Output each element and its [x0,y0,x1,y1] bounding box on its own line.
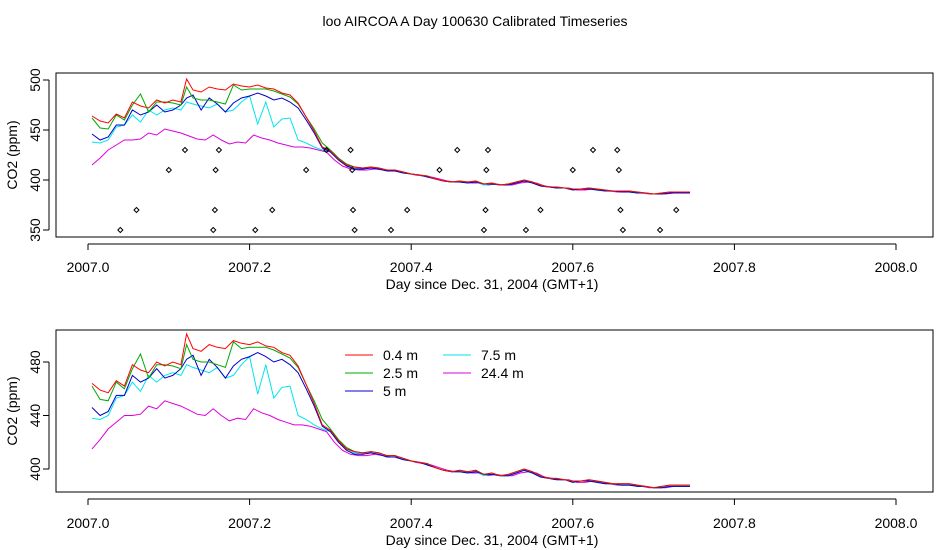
diamond-marker [165,166,173,174]
legend-label: 7.5 m [481,347,516,363]
diamond-marker [436,166,443,174]
diamond-marker [347,146,354,154]
y-tick-label: 350 [27,218,43,242]
series-group [91,332,690,489]
x-tick-label: 2008.0 [875,515,918,531]
series-line-24-4-m [91,128,690,195]
legend-label: 24.4 m [481,365,524,381]
x-tick-label: 2007.4 [390,259,433,275]
series-line-0-4-m [91,332,690,489]
series-line-5-m [91,92,690,195]
chart-title: loo AIRCOA A Day 100630 Calibrated Times… [322,13,627,29]
diamond-marker [212,166,219,174]
diamond-marker [181,146,189,154]
diamond-marker [522,226,530,234]
series-group [91,77,690,234]
diamond-marker [537,206,544,214]
y-tick-label: 400 [27,457,43,481]
x-tick-label: 2007.0 [67,259,110,275]
diamond-marker [351,226,358,234]
diamond-marker [323,146,330,154]
x-tick-label: 2007.6 [551,259,594,275]
x-tick-label: 2007.2 [228,515,271,531]
diamond-marker [482,206,489,214]
series-line-7-5-m [91,95,690,195]
diamond-marker [656,226,664,234]
y-tick-label: 400 [27,168,43,192]
diamond-marker [617,206,624,214]
x-axis-title: Day since Dec. 31, 2004 (GMT+1) [386,532,599,548]
legend-label: 0.4 m [383,347,418,363]
diamond-marker [589,146,597,154]
diamond-marker [673,206,680,214]
y-tick-label: 450 [27,118,43,142]
legend-label: 2.5 m [383,365,418,381]
diamond-marker [302,166,310,174]
diamond-marker [133,206,140,214]
bottom-panel: 2007.0 2007.2 2007.4 2007.6 2007.8 2008.0 Day … [4,329,934,548]
diamond-marker [569,166,577,174]
legend: 0.4 m 2.5 m 5 m 7.5 m 24.4 m [345,347,524,399]
y-axis-title: CO2 (ppm) [4,120,20,189]
y-axis-title: CO2 (ppm) [4,376,20,445]
diamond-marker [483,166,490,174]
series-line-24-4-m [91,400,690,489]
top-panel: 2007.0 2007.2 2007.4 2007.6 2007.8 2008.0 Day … [4,68,934,292]
y-tick-label: 440 [27,404,43,428]
diamond-marker [349,206,357,214]
series-line-0-4-m [91,77,690,195]
diamond-marker [117,226,124,234]
diamond-marker [403,206,411,214]
y-tick-label: 500 [27,68,43,92]
x-tick-label: 2007.0 [67,515,110,531]
series-line-2-5-m [91,341,690,489]
plot-frame [55,72,934,238]
diamond-marker [484,146,492,154]
diamond-marker [619,226,627,234]
diamond-marker [480,226,488,234]
diamond-marker [252,226,259,234]
x-axis-title: Day since Dec. 31, 2004 (GMT+1) [386,276,599,292]
plot-frame [55,329,934,493]
diamond-marker [454,146,461,154]
legend-label: 5 m [383,383,406,399]
x-tick-label: 2007.8 [713,259,756,275]
x-tick-label: 2007.2 [228,259,271,275]
diamond-marker [615,166,623,174]
x-tick-label: 2008.0 [875,259,918,275]
diamond-marker [211,206,219,214]
diamond-marker [210,226,217,234]
x-tick-label: 2007.4 [390,515,433,531]
x-tick-label: 2007.6 [551,515,594,531]
x-tick-label: 2007.8 [713,515,756,531]
diamond-marker [349,166,356,174]
series-line-2-5-m [91,84,690,195]
diamond-marker [215,146,223,154]
diamond-marker [614,146,621,154]
diamond-marker [387,226,395,234]
y-tick-label: 480 [27,350,43,374]
series-line-5-m [91,352,690,489]
diamond-marker [269,206,276,214]
